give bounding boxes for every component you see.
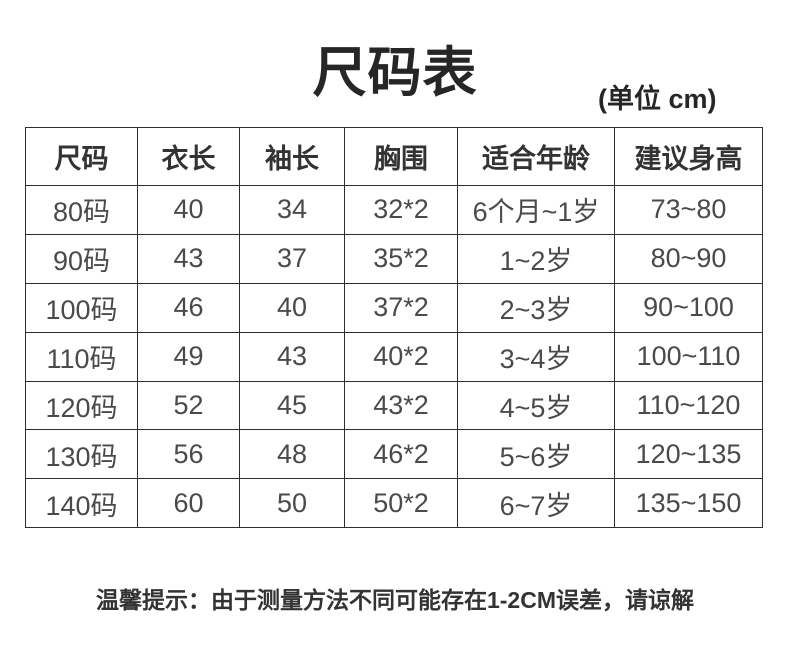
table-cell: 4~5岁	[457, 380, 615, 431]
table-cell: 37*2	[344, 282, 458, 333]
column-header: 尺码	[25, 127, 138, 186]
table-cell: 90~100	[614, 282, 763, 333]
size-cell: 80码	[25, 185, 138, 235]
table-row: 110码 49 43 40*2 3~4岁 100~110	[25, 331, 763, 382]
table-cell: 3~4岁	[457, 331, 615, 382]
table-cell: 135~150	[614, 478, 763, 529]
table-cell: 80~90	[614, 233, 763, 284]
size-cell: 130码	[25, 429, 138, 480]
size-cell: 120码	[25, 380, 138, 431]
table-row: 80码 40 34 32*2 6个月~1岁 73~80	[25, 185, 763, 235]
table-cell: 40	[239, 282, 345, 333]
table-cell: 32*2	[344, 185, 458, 235]
table-cell: 100~110	[614, 331, 763, 382]
table-cell: 73~80	[614, 185, 763, 235]
table-cell: 35*2	[344, 233, 458, 284]
size-table-body: 80码 40 34 32*2 6个月~1岁 73~80 90码 43 37 35*2 1~2岁 80~…	[25, 185, 763, 529]
table-cell: 56	[137, 429, 240, 480]
table-row: 140码 60 50 50*2 6~7岁 135~150	[25, 478, 763, 529]
column-header: 适合年龄	[457, 127, 615, 186]
unit-label: (单位 cm)	[598, 84, 717, 114]
table-cell: 45	[239, 380, 345, 431]
table-cell: 52	[137, 380, 240, 431]
table-cell: 46	[137, 282, 240, 333]
measurement-note: 温馨提示：由于测量方法不同可能存在1-2CM误差，请谅解	[95, 587, 694, 613]
table-row: 120码 52 45 43*2 4~5岁 110~120	[25, 380, 763, 431]
table-cell: 34	[239, 185, 345, 235]
size-cell: 90码	[25, 233, 138, 284]
table-cell: 110~120	[614, 380, 763, 431]
table-row: 90码 43 37 35*2 1~2岁 80~90	[25, 233, 763, 284]
table-cell: 40*2	[344, 331, 458, 382]
table-cell: 48	[239, 429, 345, 480]
table-cell: 50*2	[344, 478, 458, 529]
table-cell: 43*2	[344, 380, 458, 431]
table-row: 100码 46 40 37*2 2~3岁 90~100	[25, 282, 763, 333]
column-header: 袖长	[239, 127, 345, 186]
table-cell: 46*2	[344, 429, 458, 480]
size-cell: 110码	[25, 331, 138, 382]
size-cell: 100码	[25, 282, 138, 333]
column-header: 胸围	[344, 127, 458, 186]
table-cell: 5~6岁	[457, 429, 615, 480]
table-row: 130码 56 48 46*2 5~6岁 120~135	[25, 429, 763, 480]
size-cell: 140码	[25, 478, 138, 529]
table-cell: 43	[137, 233, 240, 284]
table-cell: 6个月~1岁	[457, 185, 615, 235]
table-cell: 6~7岁	[457, 478, 615, 529]
column-header: 建议身高	[614, 127, 763, 186]
table-cell: 60	[137, 478, 240, 529]
header-row: 尺码 衣长 袖长 胸围 适合年龄 建议身高	[25, 127, 763, 186]
table-cell: 43	[239, 331, 345, 382]
size-table: 尺码 衣长 袖长 胸围 适合年龄 建议身高 80码 40 34 32*2 6个月~1岁 73~80 9…	[25, 127, 763, 529]
table-cell: 2~3岁	[457, 282, 615, 333]
column-header: 衣长	[137, 127, 240, 186]
table-cell: 49	[137, 331, 240, 382]
table-cell: 37	[239, 233, 345, 284]
table-cell: 120~135	[614, 429, 763, 480]
size-table-head: 尺码 衣长 袖长 胸围 适合年龄 建议身高	[25, 127, 763, 186]
table-cell: 1~2岁	[457, 233, 615, 284]
page-title: 尺码表	[312, 43, 478, 103]
table-cell: 50	[239, 478, 345, 529]
table-cell: 40	[137, 185, 240, 235]
